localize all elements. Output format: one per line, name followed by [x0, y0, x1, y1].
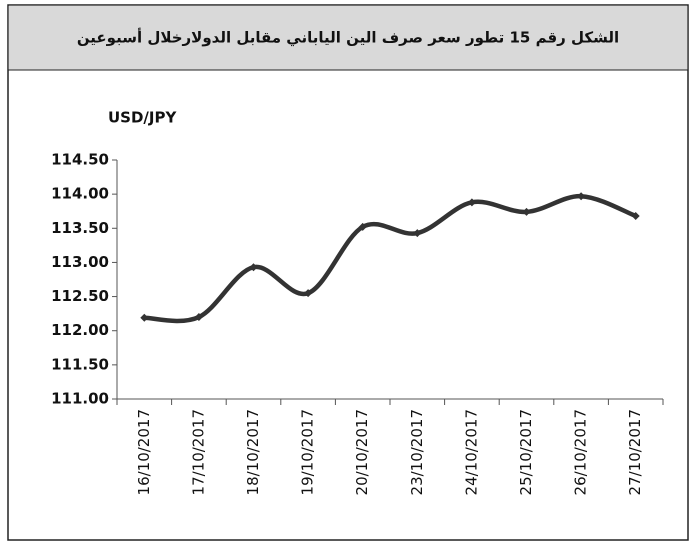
- y-tick-label: 114.00: [51, 185, 109, 203]
- point-marker: [249, 263, 258, 272]
- y-tick-label: 112.00: [51, 321, 109, 339]
- point-marker: [522, 207, 531, 216]
- x-tick-label: 27/10/2017: [626, 409, 644, 495]
- series-line: [142, 193, 638, 324]
- y-tick-label: 111.50: [51, 355, 109, 373]
- x-tick-label: 16/10/2017: [135, 409, 153, 495]
- frame: [7, 4, 689, 541]
- x-tick-label: 24/10/2017: [462, 409, 480, 495]
- y-tick-label: 113.00: [51, 253, 109, 271]
- point-marker: [577, 192, 586, 201]
- x-tick-label: 25/10/2017: [517, 409, 535, 495]
- point-marker: [467, 198, 476, 207]
- y-tick-label: 113.50: [51, 219, 109, 237]
- x-tick-label: 26/10/2017: [572, 409, 590, 495]
- x-tick-label: 17/10/2017: [189, 409, 207, 495]
- point-marker: [194, 313, 203, 322]
- x-tick-label: 18/10/2017: [244, 409, 262, 495]
- header: [8, 5, 688, 70]
- x-tick-label: 23/10/2017: [408, 409, 426, 495]
- chart-title: الشكل رقم 15 تطور سعر صرف الين الياباني …: [77, 28, 619, 47]
- y-tick-label: 114.50: [51, 151, 109, 169]
- y-axis-label: USD/JPY: [108, 109, 177, 127]
- point-marker: [631, 211, 640, 220]
- y-tick-label: 112.50: [51, 287, 109, 305]
- x-tick-label: 20/10/2017: [353, 409, 371, 495]
- point-marker: [413, 229, 422, 238]
- y-tick-label: 111.00: [51, 390, 109, 408]
- x-tick-label: 19/10/2017: [299, 409, 317, 495]
- point-marker: [358, 222, 367, 231]
- point-marker: [304, 289, 313, 298]
- point-marker: [140, 313, 149, 322]
